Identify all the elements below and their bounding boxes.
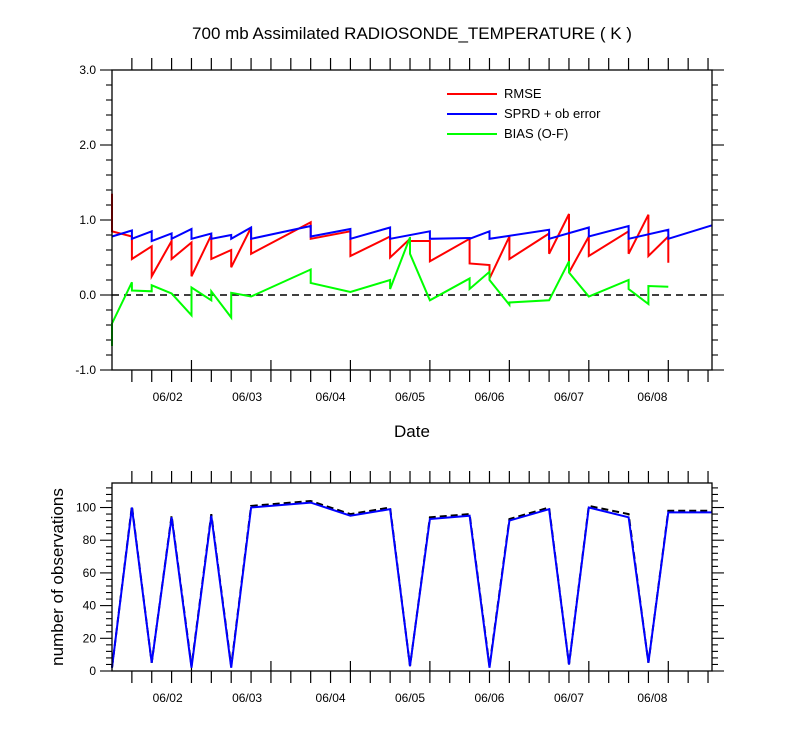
legend-label: BIAS (O-F): [504, 126, 568, 141]
y-tick-label: 100: [76, 501, 96, 515]
y-tick-label: 3.0: [79, 63, 96, 77]
bottom-series-layer: [111, 499, 712, 668]
legend-label: RMSE: [504, 86, 542, 101]
x-tick-label: 06/05: [395, 691, 425, 705]
x-tick-label: 06/06: [474, 691, 504, 705]
top-series-rmse: [111, 193, 670, 281]
y-tick-label: 40: [83, 599, 97, 613]
bottom-panel: 0 20 40 60 80 100 06/02 06/03 06/04 06/05 06/06 06/…: [48, 471, 724, 705]
legend: RMSE SPRD + ob error BIAS (O-F): [447, 86, 601, 141]
x-tick-label: 06/06: [474, 390, 504, 404]
x-tick-label: 06/04: [316, 390, 346, 404]
x-tick-label: 06/05: [395, 390, 425, 404]
x-tick-label: 06/03: [232, 691, 262, 705]
x-tick-label: 06/08: [637, 691, 667, 705]
x-tick-label: 06/02: [153, 390, 183, 404]
chart-title: 700 mb Assimilated RADIOSONDE_TEMPERATUR…: [192, 24, 632, 43]
x-tick-label: 06/08: [637, 390, 667, 404]
x-tick-label: 06/03: [232, 390, 262, 404]
y-tick-label: -1.0: [75, 363, 96, 377]
top-plot-frame: [111, 69, 713, 371]
y-tick-label: 0.0: [79, 288, 96, 302]
x-axis-title: Date: [394, 422, 430, 441]
y-tick-label: 60: [83, 566, 97, 580]
y-tick-label: 20: [83, 631, 97, 645]
bottom-series-solid: [111, 501, 712, 668]
top-series-bias-o-f: [111, 236, 669, 346]
top-ticks-layer: -1.0 0.0 1.0 2.0 3.0 06/02 06/03 06/04 06/05 06/0…: [75, 58, 724, 404]
legend-label: SPRD + ob error: [504, 106, 601, 121]
x-tick-label: 06/04: [316, 691, 346, 705]
y-tick-label: 0: [89, 664, 96, 678]
x-tick-label: 06/02: [153, 691, 183, 705]
bottom-plot-frame: [111, 482, 713, 672]
y-tick-label: 80: [83, 533, 97, 547]
bottom-ticks-layer: 0 20 40 60 80 100 06/02 06/03 06/04 06/05 06/06 06/…: [76, 471, 724, 705]
top-series-sprd-ob-error: [111, 224, 713, 243]
top-panel: -1.0 0.0 1.0 2.0 3.0 06/02 06/03 06/04 06/05 06/0…: [75, 58, 724, 441]
x-tick-label: 06/07: [554, 691, 584, 705]
y-tick-label: 2.0: [79, 138, 96, 152]
y-axis-title-observations: number of observations: [48, 488, 67, 666]
top-series-layer: [111, 193, 713, 346]
y-tick-label: 1.0: [79, 213, 96, 227]
x-tick-label: 06/07: [554, 390, 584, 404]
